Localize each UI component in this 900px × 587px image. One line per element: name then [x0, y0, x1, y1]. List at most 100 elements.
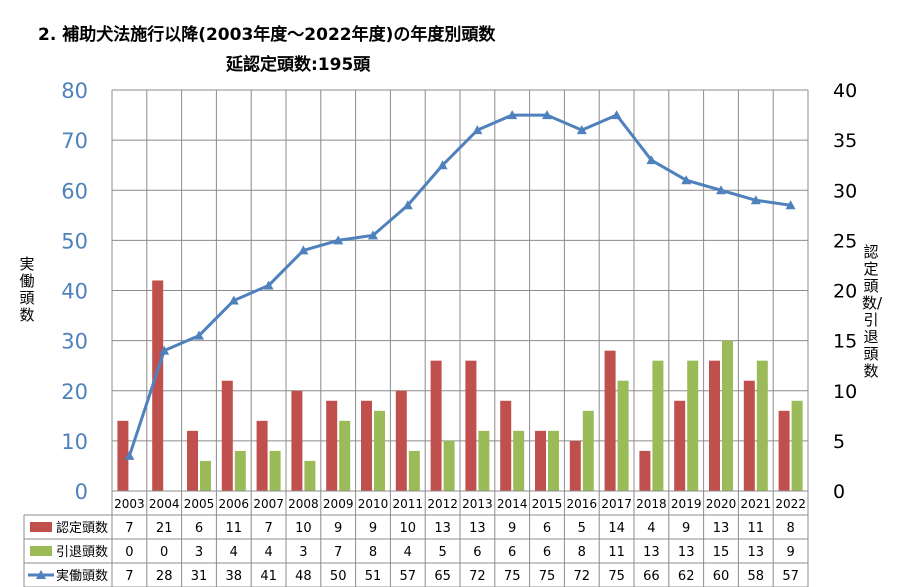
table-cell-value: 21	[156, 521, 173, 536]
table-cell-value: 6	[543, 545, 551, 560]
x-tick-label: 2017	[601, 497, 632, 511]
point-active-2006	[228, 295, 239, 305]
y-right-tick-label: 35	[833, 130, 857, 152]
bar-certified-2020	[709, 360, 720, 491]
y-left-tick-label: 20	[61, 380, 88, 404]
table-cell-value: 10	[295, 521, 312, 536]
table-cell-value: 50	[330, 569, 347, 584]
point-active-2020	[716, 185, 726, 195]
bar-certified-2011	[395, 390, 407, 491]
table-cell-value: 6	[543, 521, 551, 536]
table-cell-value: 9	[508, 521, 516, 536]
y-left-tick-label: 80	[61, 79, 88, 103]
x-tick-label: 2015	[532, 497, 563, 511]
x-tick-label: 2018	[636, 497, 667, 511]
bar-certified-2022	[778, 410, 790, 491]
bar-retired-2019	[687, 360, 699, 491]
bar-retired-2021	[756, 360, 768, 491]
point-active-2008	[298, 245, 309, 255]
point-active-2014	[507, 110, 518, 120]
point-active-2009	[333, 235, 344, 245]
bar-certified-2003	[117, 420, 129, 491]
table-cell-value: 3	[195, 545, 203, 560]
y-left-tick-label: 30	[61, 330, 88, 354]
bar-retired-2015	[548, 430, 559, 491]
point-active-2019	[681, 175, 692, 185]
table-cell-value: 6	[195, 521, 203, 536]
x-tick-label: 2006	[219, 497, 250, 511]
table-cell-value: 13	[748, 545, 765, 560]
x-tick-label: 2004	[149, 497, 180, 511]
bar-retired-2008	[304, 460, 316, 491]
x-tick-label: 2012	[427, 497, 458, 511]
table-cell-value: 13	[434, 521, 451, 536]
table-cell-value: 65	[434, 569, 451, 584]
bar-retired-2020	[722, 340, 733, 491]
table-cell-value: 11	[608, 545, 625, 560]
y-right-tick-label: 10	[833, 381, 857, 403]
bar-certified-2019	[674, 400, 686, 491]
table-cell-value: 8	[578, 545, 586, 560]
table-cell-value: 15	[713, 545, 730, 560]
table-cell-value: 58	[748, 569, 765, 584]
table-cell-value: 9	[334, 521, 342, 536]
table-cell-value: 6	[508, 545, 516, 560]
point-active-2003	[124, 450, 135, 460]
table-cell-value: 5	[438, 545, 446, 560]
table-cell-value: 11	[226, 521, 243, 536]
bar-certified-2014	[500, 400, 512, 491]
table-cell-value: 13	[678, 545, 695, 560]
table-cell-value: 57	[782, 569, 799, 584]
x-tick-label: 2009	[323, 497, 354, 511]
table-cell-value: 75	[608, 569, 625, 584]
bar-retired-2009	[339, 420, 351, 491]
table-cell-value: 38	[226, 569, 243, 584]
table-cell-value: 60	[713, 569, 730, 584]
y-left-tick-label: 0	[75, 480, 88, 504]
table-cell-value: 4	[647, 521, 655, 536]
table-cell-value: 8	[786, 521, 794, 536]
x-tick-label: 2014	[497, 497, 528, 511]
y-axis-left-label: 実働頭数	[19, 255, 35, 324]
bar-retired-2022	[791, 400, 803, 491]
table-cell-value: 48	[295, 569, 312, 584]
y-right-tick-label: 40	[833, 80, 857, 102]
table-cell-value: 9	[369, 521, 377, 536]
bar-certified-2007	[256, 420, 268, 491]
table-cell-value: 4	[404, 545, 412, 560]
table-cell-value: 75	[504, 569, 521, 584]
y-left-tick-label: 50	[61, 229, 88, 253]
table-cell-value: 5	[578, 521, 586, 536]
table-cell-value: 9	[682, 521, 690, 536]
table-cell-value: 10	[400, 521, 417, 536]
legend-label: 実働頭数	[56, 568, 108, 584]
point-active-2021	[750, 195, 761, 205]
table-cell-value: 75	[539, 569, 556, 584]
x-tick-label: 2013	[462, 497, 493, 511]
x-tick-label: 2011	[393, 497, 424, 511]
y-left-tick-label: 70	[61, 129, 88, 153]
y-left-tick-label: 60	[61, 179, 88, 203]
table-cell-value: 41	[260, 569, 277, 584]
y-right-tick-label: 20	[833, 281, 857, 303]
chart-subtitle: 延認定頭数:195頭	[226, 55, 371, 75]
y-right-tick-label: 15	[833, 331, 857, 353]
point-active-2017	[611, 110, 622, 120]
series-line-active	[127, 113, 791, 457]
table-cell-value: 13	[713, 521, 730, 536]
table-cell-value: 14	[608, 521, 625, 536]
bar-retired-2014	[513, 430, 525, 491]
bar-certified-2015	[535, 430, 546, 491]
legend-key-marker	[36, 570, 46, 579]
table-cell-value: 7	[334, 545, 342, 560]
point-active-2011	[402, 200, 413, 210]
table-cell-value: 7	[264, 521, 272, 536]
bar-retired-2005	[200, 460, 211, 491]
x-tick-label: 2016	[567, 497, 598, 511]
table-cell-value: 8	[369, 545, 377, 560]
table-cell-value: 4	[230, 545, 238, 560]
y-left-tick-label: 40	[61, 280, 88, 304]
bar-retired-2016	[582, 410, 594, 491]
bar-certified-2012	[430, 360, 442, 491]
